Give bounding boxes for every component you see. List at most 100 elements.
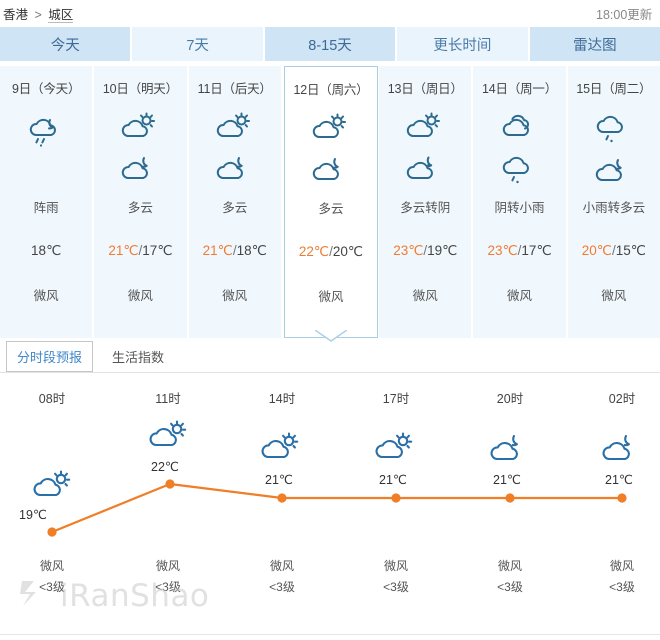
day-temp-high: 23℃: [487, 243, 518, 258]
cloudy-sun-icon: [372, 430, 418, 471]
hour-temperature-label: 21℃: [265, 473, 293, 487]
hour-column[interactable]: 08时 19℃ 微风 <3级: [0, 374, 107, 640]
subtab-life-index[interactable]: 生活指数: [112, 349, 165, 365]
cloudy-sun-icon: [404, 111, 446, 148]
day-icons: [25, 111, 67, 187]
day-card[interactable]: 13日（周日） 多云转阴 23℃/19℃: [379, 66, 474, 338]
day-card[interactable]: 11日（后天） 多云 21℃/18℃: [188, 66, 283, 338]
cloudy-sun-icon: [30, 468, 76, 509]
cloudy-sun-icon: [214, 111, 256, 148]
day-condition: 多云: [127, 201, 153, 215]
tab-today[interactable]: 今天: [0, 27, 133, 61]
cloudy-moon-icon: [310, 155, 352, 190]
tab-longer[interactable]: 更长时间: [397, 27, 530, 61]
cloudy-sun-icon: [119, 111, 161, 148]
day-condition: 阵雨: [33, 201, 59, 215]
hour-wind-desc: 微风: [497, 559, 522, 573]
day-temp-low: 17℃: [521, 243, 552, 258]
hour-column[interactable]: 14时 21℃ 微风 <3级: [227, 374, 337, 640]
day-date-label: 9日（今天）: [12, 82, 81, 96]
day-date-label: 10日（明天）: [102, 82, 178, 96]
day-temp-low: 19℃: [427, 243, 458, 258]
hour-time-label: 17时: [382, 392, 410, 406]
hour-temperature-label: 21℃: [493, 473, 521, 487]
cloudy-moon-icon: [599, 432, 643, 471]
day-temperature: 20℃/15℃: [582, 243, 646, 259]
hour-time-label: 02时: [608, 392, 636, 406]
hour-temperature-label: 22℃: [151, 460, 179, 474]
light-rain-icon: [593, 111, 635, 150]
tab-7days[interactable]: 7天: [132, 27, 265, 61]
overcast-icon: [499, 111, 541, 146]
day-temp-sep: /: [138, 243, 143, 258]
day-temperature: 18℃: [31, 243, 61, 259]
hour-wind-desc: 微风: [269, 559, 294, 573]
tab-radar[interactable]: 雷达图: [529, 27, 660, 61]
day-temperature: 21℃/18℃: [203, 243, 267, 259]
hour-column[interactable]: 20时 21℃ 微风 <3级: [455, 374, 565, 640]
hour-wind: 微风 <3级: [227, 556, 337, 598]
breadcrumb: 香港 > 城区: [0, 4, 74, 23]
day-condition: 多云转阴: [400, 201, 451, 215]
day-wind: 微风: [222, 289, 248, 303]
day-temperature: 23℃/17℃: [487, 243, 551, 259]
hour-temperature-label: 19℃: [19, 508, 47, 522]
cloudy-sun-icon: [310, 112, 352, 149]
day-wind: 微风: [33, 289, 59, 303]
hour-time-label: 20时: [496, 392, 524, 406]
day-wind: 微风: [127, 289, 153, 303]
day-temperature: 22℃/20℃: [299, 244, 363, 260]
hour-temperature-label: 21℃: [605, 473, 633, 487]
day-date-label: 15日（周二）: [576, 82, 652, 96]
day-card[interactable]: 9日（今天） 阵雨 18℃ 微风: [0, 66, 95, 338]
hour-column[interactable]: 17时 21℃ 微风 <3级: [341, 374, 451, 640]
day-wind: 微风: [318, 290, 344, 304]
day-temp-high: 18℃: [31, 243, 62, 258]
tab-8-15days[interactable]: 8-15天: [264, 27, 398, 61]
hour-wind: 微风 <3级: [113, 556, 223, 598]
cloudy-moon-icon: [487, 432, 531, 471]
subtab-hourly-forecast[interactable]: 分时段预报: [6, 340, 94, 372]
day-icons: [214, 111, 256, 187]
cloudy-sun-icon: [258, 430, 304, 471]
day-card[interactable]: 10日（明天） 多云 21℃/17℃: [94, 66, 189, 338]
cloudy-moon-icon: [214, 154, 256, 189]
day-temp-low: 15℃: [615, 243, 646, 258]
hour-time-label: 08时: [38, 392, 66, 406]
hour-wind: 微风 <3级: [567, 556, 660, 598]
hour-column[interactable]: 02时 21℃ 微风 <3级: [567, 374, 660, 640]
breadcrumb-bar: 香港 > 城区 18:00更新: [0, 0, 660, 26]
cloudy-moon-icon: [119, 154, 161, 189]
day-date-label: 14日（周一）: [482, 82, 558, 96]
day-temp-sep: /: [329, 244, 333, 259]
daily-forecast-list: 9日（今天） 阵雨 18℃ 微风 10日（明天）: [0, 66, 660, 342]
hour-wind-desc: 微风: [609, 559, 634, 573]
day-condition: 多云: [222, 201, 248, 215]
day-card[interactable]: 14日（周一） 阴转小雨 23℃/17℃: [473, 66, 568, 338]
day-card-selected[interactable]: 12日（周六） 多云 22℃/20℃: [283, 66, 379, 342]
day-condition: 多云: [318, 202, 344, 216]
hour-time-label: 14时: [268, 392, 296, 406]
day-date-label: 12日（周六）: [293, 83, 369, 97]
day-wind: 微风: [412, 289, 438, 303]
day-temp-sep: /: [517, 243, 522, 258]
breadcrumb-region[interactable]: 香港: [3, 7, 29, 22]
hour-wind-level: <3级: [609, 580, 635, 594]
hour-column[interactable]: 11时 22℃ 微风 <3级: [113, 374, 223, 640]
day-temp-low: 20℃: [332, 244, 364, 259]
day-temp-high: 21℃: [108, 243, 139, 258]
day-card[interactable]: 15日（周二） 小雨转多云 20℃/15℃: [567, 66, 660, 338]
breadcrumb-city[interactable]: 城区: [48, 7, 74, 23]
day-icons: [119, 111, 161, 187]
day-temp-low: 18℃: [236, 243, 267, 258]
hour-wind-desc: 微风: [383, 559, 408, 573]
main-tabs: 今天 7天 8-15天 更长时间 雷达图: [0, 27, 660, 61]
update-time: 18:00更新: [596, 7, 653, 22]
day-temperature: 23℃/19℃: [393, 243, 457, 259]
sub-tabs-divider: [0, 372, 660, 373]
hour-wind-level: <3级: [39, 580, 65, 594]
day-icons: [499, 111, 541, 187]
day-condition: 阴转小雨: [494, 201, 545, 215]
day-icons: [404, 111, 446, 187]
